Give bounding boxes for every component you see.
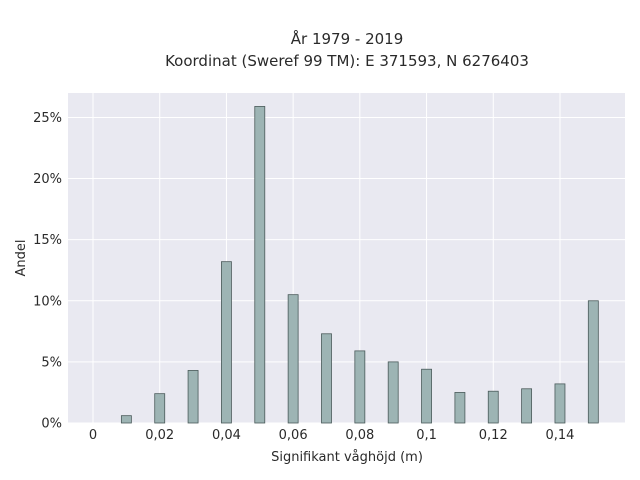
y-axis-ticks: 0% 5% 10% 15% 20% 25%	[33, 111, 62, 432]
x-tick-label-3: 0,06	[279, 428, 308, 443]
x-axis-label: Signifikant våghöjd (m)	[271, 450, 423, 465]
x-tick-label-5: 0,1	[416, 428, 437, 443]
bar-12	[521, 388, 533, 424]
y-tick-label-5: 25%	[33, 111, 62, 126]
chart-title-line-2: Koordinat (Sweref 99 TM): E 371593, N 62…	[165, 52, 529, 70]
bar-9	[421, 368, 432, 424]
chart-title-line-1: År 1979 - 2019	[291, 29, 404, 48]
x-tick-label-4: 0,08	[345, 428, 374, 443]
bar-11	[487, 390, 499, 424]
bar-3	[221, 261, 232, 424]
y-tick-label-4: 20%	[33, 172, 62, 187]
bar-4	[254, 106, 266, 424]
bar-13	[554, 383, 566, 424]
x-tick-label-7: 0,14	[545, 428, 574, 443]
bar-6	[321, 333, 332, 424]
bar-14	[587, 300, 599, 424]
y-axis-label: Andel	[14, 240, 29, 277]
x-tick-label-2: 0,04	[212, 428, 241, 443]
bars	[120, 106, 599, 424]
bar-0	[120, 415, 132, 424]
bar-1	[154, 393, 166, 424]
y-tick-label-3: 15%	[33, 233, 62, 248]
bar-10	[454, 392, 466, 424]
x-tick-label-1: 0,02	[145, 428, 174, 443]
bar-5	[287, 294, 299, 424]
y-tick-label-0: 0%	[41, 417, 62, 432]
bar-2	[187, 370, 199, 424]
x-axis-ticks: 0 0,02 0,04 0,06 0,08 0,1 0,12 0,14	[89, 428, 575, 443]
plot-area	[68, 93, 625, 423]
x-tick-label-0: 0	[89, 428, 97, 443]
bar-7	[354, 350, 366, 424]
y-tick-label-1: 5%	[41, 355, 62, 370]
x-tick-label-6: 0,12	[479, 428, 508, 443]
y-tick-label-2: 10%	[33, 294, 62, 309]
bar-8	[387, 361, 399, 424]
grid-lines	[68, 93, 625, 424]
